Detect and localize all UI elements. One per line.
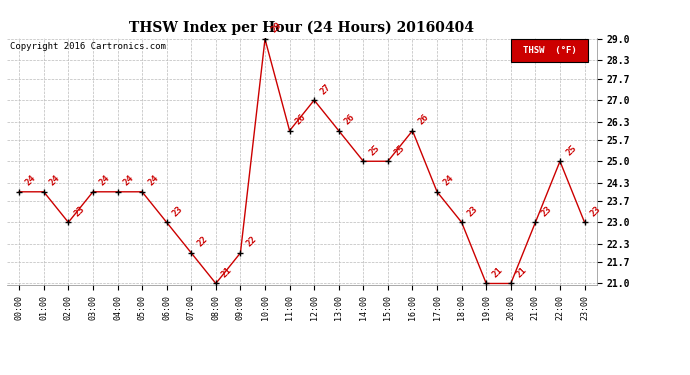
Text: 23: 23 [171,204,185,218]
Text: 21: 21 [515,266,529,279]
Text: 21: 21 [220,266,234,279]
Text: 25: 25 [564,143,578,157]
Text: 26: 26 [343,112,357,126]
FancyBboxPatch shape [511,39,588,62]
Text: 29: 29 [269,21,283,35]
Text: Copyright 2016 Cartronics.com: Copyright 2016 Cartronics.com [10,42,166,51]
Text: 22: 22 [195,235,209,249]
Text: 25: 25 [368,143,382,157]
Text: 24: 24 [146,174,160,188]
Title: THSW Index per Hour (24 Hours) 20160404: THSW Index per Hour (24 Hours) 20160404 [130,21,475,35]
Text: 26: 26 [417,112,431,126]
Text: 24: 24 [97,174,111,188]
Text: 27: 27 [318,82,333,96]
Text: 23: 23 [540,204,553,218]
Text: 23: 23 [72,204,86,218]
Text: 21: 21 [491,266,504,279]
Text: 26: 26 [294,112,308,126]
Text: 24: 24 [23,174,37,188]
Text: 24: 24 [121,174,136,188]
Text: THSW  (°F): THSW (°F) [523,46,577,55]
Text: 25: 25 [392,143,406,157]
Text: 23: 23 [466,204,480,218]
Text: 22: 22 [244,235,259,249]
Text: 24: 24 [441,174,455,188]
Text: 23: 23 [589,204,602,218]
Text: 24: 24 [48,174,62,188]
